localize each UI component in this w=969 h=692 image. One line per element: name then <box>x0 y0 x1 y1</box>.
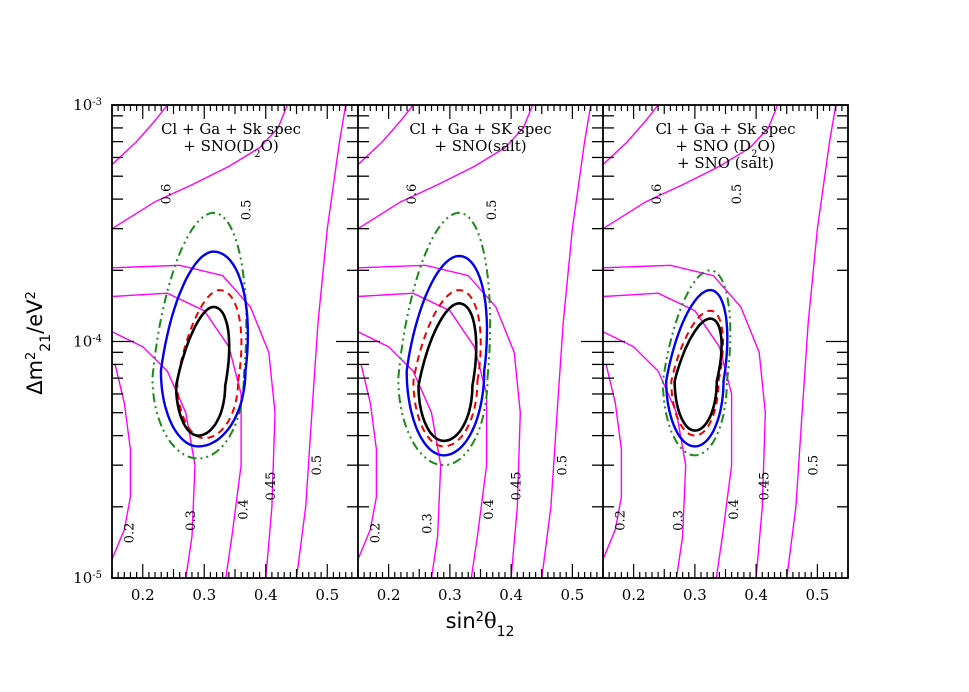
contour-label: 0.5 <box>555 455 570 476</box>
x-axis-title: sin2θ12 <box>446 609 515 640</box>
contour-label: 0.4 <box>727 499 742 520</box>
y-tick-label: 10-5 <box>73 569 102 587</box>
iso-contour-line <box>786 105 837 578</box>
contour-label: 0.6 <box>405 184 420 205</box>
x-tick-label: 0.5 <box>315 586 339 604</box>
contour-label: 0.2 <box>613 510 628 531</box>
contour-label: 0.3 <box>420 513 435 534</box>
contour-label: 0.45 <box>757 472 772 501</box>
contour-label: 0.2 <box>368 523 383 544</box>
x-tick-label: 0.3 <box>438 586 462 604</box>
x-tick-label: 0.4 <box>744 586 768 604</box>
contour-label: 0.2 <box>122 523 137 544</box>
x-tick-label: 0.5 <box>560 586 584 604</box>
iso-contour-line <box>603 105 659 166</box>
contour-label: 0.45 <box>509 472 524 501</box>
x-tick-label: 0.3 <box>683 586 707 604</box>
contour-label: 0.5 <box>310 455 325 476</box>
allowed-region-outer-dashdot <box>397 211 492 467</box>
panel-title-line: Cl + Ga + Sk spec <box>655 120 795 138</box>
allowed-region-blue-solid <box>664 288 729 448</box>
iso-contour-line <box>358 292 488 578</box>
panel-plot-area: 0.6 0.5 0.2 0.3 0.4 0.45 0.5 <box>603 105 837 578</box>
contour-label: 0.4 <box>236 499 251 520</box>
panel-title-line: + SNO (D2O) <box>675 137 775 160</box>
x-tick-label: 0.4 <box>499 586 523 604</box>
x-tick-label: 0.2 <box>377 586 401 604</box>
allowed-region-black-solid <box>673 317 723 432</box>
iso-contour-line <box>358 105 414 166</box>
axes-layer: 0.2 0.3 0.4 0.5 0.2 0.3 0.4 0.5 0.2 0.3 0.4 0.5 10-3… <box>23 96 849 640</box>
panel-plot-area: 0.6 0.5 0.2 0.3 0.4 0.45 0.5 <box>358 105 592 578</box>
x-tick-label: 0.5 <box>805 586 829 604</box>
y-tick-label: 10-4 <box>73 333 102 351</box>
contour-label: 0.4 <box>482 499 497 520</box>
iso-contour-line <box>112 105 288 230</box>
contour-label: 0.6 <box>650 184 665 205</box>
allowed-region-black-solid <box>174 305 231 437</box>
iso-contour-line <box>603 292 733 578</box>
panel-title-line: + SNO(D2O) <box>183 137 278 160</box>
x-tick-label: 0.2 <box>622 586 646 604</box>
panel-3: 0.6 0.50.2 0.30.40.450.5Cl + Ga + Sk spec+… <box>603 105 837 578</box>
y-tick-label: 10-3 <box>73 96 102 114</box>
contour-label: 0.3 <box>672 510 687 531</box>
iso-contour-line <box>112 292 242 578</box>
iso-contour-line <box>541 105 592 578</box>
iso-contour-line <box>358 105 534 230</box>
panel-plot-area: 0.6 0.5 0.2 0.3 0.4 0.45 0.5 <box>112 105 347 578</box>
panel-title-line: + SNO (salt) <box>677 154 774 172</box>
iso-contour-line <box>112 331 196 578</box>
iso-contour-line <box>112 364 132 560</box>
iso-contour-line <box>358 331 442 578</box>
iso-contour-line <box>603 331 687 578</box>
x-tick-label: 0.3 <box>192 586 216 604</box>
panel-title-line: Cl + Ga + SK spec <box>409 120 551 138</box>
iso-contour-line <box>603 105 779 230</box>
panel-2: 0.6 0.5 0.2 0.3 0.4 0.45 0.5 Cl + Ga + SK spec+… <box>358 105 592 578</box>
contour-label: 0.3 <box>184 510 199 531</box>
allowed-region-blue-solid <box>405 254 489 457</box>
contour-label: 0.5 <box>730 184 745 205</box>
allowed-region-red-dashed <box>412 289 482 448</box>
iso-contour-line <box>112 264 276 578</box>
iso-contour-line <box>603 264 767 578</box>
x-tick-label: 0.2 <box>131 586 155 604</box>
iso-contour-line <box>295 105 347 578</box>
iso-contour-line <box>358 364 378 560</box>
allowed-region-black-solid <box>417 301 478 443</box>
allowed-region-outer-dashdot <box>151 211 248 460</box>
contour-label: 0.5 <box>239 200 254 221</box>
contour-label: 0.5 <box>485 200 500 221</box>
y-axis-title: Δm221/eV2 <box>23 291 54 395</box>
panel-title-line: Cl + Ga + Sk spec <box>161 120 301 138</box>
contour-label: 0.45 <box>264 472 279 501</box>
iso-contour-line <box>603 364 623 560</box>
iso-contour-line <box>358 264 522 578</box>
panel-1: 0.6 0.5 0.2 0.3 0.4 0.45 0.5 Cl + Ga + Sk spec+… <box>112 105 347 578</box>
contour-label: 0.6 <box>159 184 174 205</box>
panels-layer: 0.60.50.20.30.40.450.5Cl + Ga + Sk spec+… <box>112 105 837 578</box>
allowed-region-red-dashed <box>670 309 724 437</box>
contour-label: 0.5 <box>806 455 821 476</box>
iso-contour-line <box>112 105 168 166</box>
x-tick-label: 0.4 <box>254 586 278 604</box>
allowed-region-blue-solid <box>159 250 250 448</box>
panel-title-line: + SNO(salt) <box>434 137 526 155</box>
